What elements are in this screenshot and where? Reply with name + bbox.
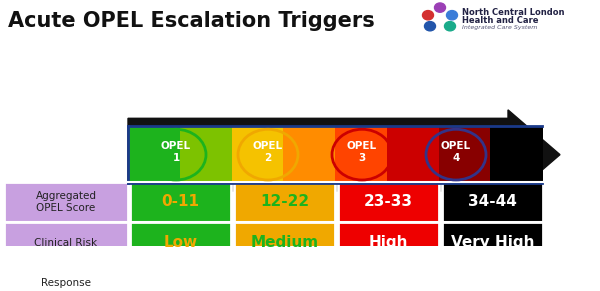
Bar [335,126,388,183]
Bar [490,126,543,183]
Text: OPEL
4: OPEL 4 [441,141,471,163]
Text: Response: Response [41,278,91,288]
Bar [180,126,233,183]
Bar [338,263,439,291]
Text: Medium: Medium [250,235,319,250]
Text: North Central London: North Central London [462,8,565,17]
Circle shape [445,22,455,31]
Bar [4,222,128,263]
Bar [442,222,543,263]
Bar [387,126,439,183]
Bar [4,182,128,222]
Text: Very High: Very High [451,235,534,250]
Bar [283,126,336,183]
Text: OPEL
2: OPEL 2 [253,141,283,163]
Text: Low: Low [163,235,197,250]
Bar [232,126,284,183]
Circle shape [446,10,458,20]
Text: 34-44: 34-44 [468,194,517,210]
Bar [439,126,491,183]
Text: See OPEL 3
Action Cards: See OPEL 3 Action Cards [353,272,424,291]
Text: 0-11: 0-11 [161,194,199,210]
Bar [128,126,181,183]
Bar [442,182,543,222]
Text: See OPEL 1
Action Cards: See OPEL 1 Action Cards [145,272,215,291]
Text: 23-33: 23-33 [364,194,413,210]
Text: 12-22: 12-22 [260,194,309,210]
Circle shape [425,22,436,31]
Text: Aggregated
OPEL Score: Aggregated OPEL Score [35,191,97,213]
Bar [338,222,439,263]
Bar [234,182,335,222]
Circle shape [434,3,445,12]
Text: Acute OPEL Escalation Triggers: Acute OPEL Escalation Triggers [8,11,375,31]
Bar [130,222,231,263]
Bar [234,222,335,263]
Text: High: High [369,235,408,250]
Bar [130,263,231,291]
Bar [234,263,335,291]
Bar [4,263,128,291]
Circle shape [422,10,433,20]
Text: Clinical Risk: Clinical Risk [34,237,98,248]
FancyArrow shape [128,110,560,199]
Text: OPEL
3: OPEL 3 [347,141,377,163]
Text: Health and Care: Health and Care [462,16,539,25]
Bar [442,263,543,291]
Text: See OPEL 4
Action Cards: See OPEL 4 Action Cards [457,272,527,291]
Text: Integrated Care System: Integrated Care System [462,24,538,29]
Bar [338,182,439,222]
Text: See OPEL 2
Action Cards: See OPEL 2 Action Cards [250,272,320,291]
Text: OPEL
1: OPEL 1 [161,141,191,163]
Bar [130,182,231,222]
